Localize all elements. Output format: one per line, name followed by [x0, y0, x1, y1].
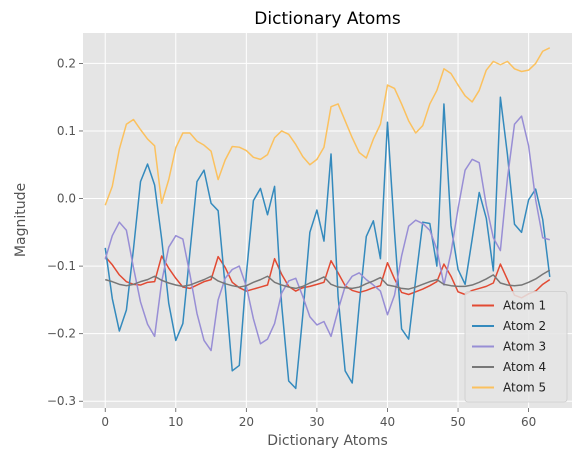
- x-tick-label: 10: [168, 415, 183, 429]
- legend-entry: Atom 2: [503, 319, 546, 333]
- y-tick-labels: −0.3 −0.2 −0.1 0.0 0.1 0.2: [47, 56, 83, 408]
- series-line-atom-1: [104, 255, 551, 299]
- series-lines: [104, 47, 551, 390]
- x-tick-label: 20: [239, 415, 254, 429]
- y-tick-label: −0.2: [47, 327, 76, 341]
- x-tick-label: 40: [380, 415, 395, 429]
- y-tick-label: −0.3: [47, 394, 76, 408]
- legend: Atom 1 Atom 2 Atom 3 Atom 4 Atom 5: [464, 291, 568, 403]
- legend-entry: Atom 4: [503, 360, 546, 374]
- y-tick-label: 0.0: [57, 192, 76, 206]
- legend-entry: Atom 1: [503, 299, 546, 313]
- series-line-atom-2: [104, 96, 551, 390]
- series-line-atom-3: [104, 115, 550, 352]
- series-line-atom-4: [105, 269, 551, 290]
- x-tick-label: 50: [450, 415, 465, 429]
- x-tick-label: 0: [101, 415, 109, 429]
- legend-box: [464, 291, 568, 403]
- x-axis-label: Dictionary Atoms: [267, 433, 388, 449]
- legend-entry: Atom 5: [503, 381, 546, 395]
- y-tick-label: 0.1: [57, 124, 76, 138]
- chart-title: Dictionary Atoms: [254, 9, 401, 29]
- y-tick-label: −0.1: [47, 259, 76, 273]
- x-tick-label: 30: [309, 415, 324, 429]
- y-axis-label: Magnitude: [13, 183, 29, 257]
- x-tick-label: 60: [521, 415, 536, 429]
- y-tick-label: 0.2: [57, 56, 76, 70]
- series-line-atom-5: [104, 47, 551, 206]
- x-tick-labels: 0 10 20 30 40 50 60: [101, 408, 536, 429]
- legend-entry: Atom 3: [503, 340, 546, 354]
